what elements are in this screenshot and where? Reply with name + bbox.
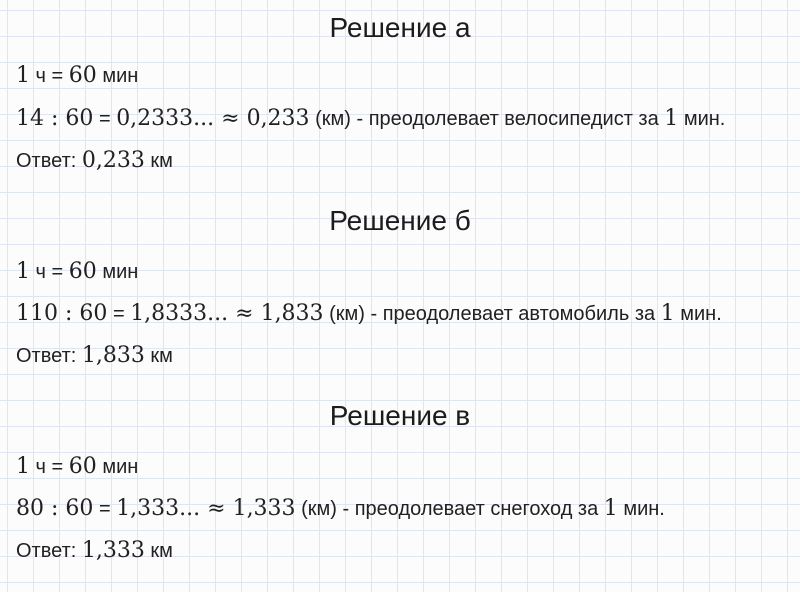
text-segment: км <box>144 345 173 367</box>
section-b-answer-line: Ответ: 1,833 км <box>16 342 173 372</box>
section-a-answer-line: Ответ: 0,233 км <box>16 147 173 177</box>
section-v-answer-line: Ответ: 1,333 км <box>16 537 173 567</box>
text-segment: км <box>144 150 173 172</box>
text-segment: ч = <box>30 456 69 478</box>
text-segment: мин <box>96 65 139 87</box>
text-segment: 80 : 60 <box>16 496 94 521</box>
text-segment: Ответ: <box>16 540 82 562</box>
text-segment: 0,2333... ≈ 0,233 <box>116 106 310 131</box>
text-segment: 1 <box>16 259 30 284</box>
text-segment: (км) - преодолевает снегоход за <box>295 498 604 520</box>
section-v-unit-line: 1 ч = 60 мин <box>16 453 138 483</box>
section-v-calc-line: 80 : 60 = 1,333... ≈ 1,333 (км) - преодо… <box>16 495 665 525</box>
text-segment: 14 : 60 <box>16 106 94 131</box>
text-segment: (км) - преодолевает автомобиль за <box>323 303 661 325</box>
text-segment: ч = <box>30 261 69 283</box>
text-segment: = <box>107 303 131 325</box>
text-segment: мин <box>96 456 139 478</box>
text-segment: 1 <box>664 106 679 131</box>
section-a-calc-line: 14 : 60 = 0,2333... ≈ 0,233 (км) - преод… <box>16 105 725 135</box>
text-segment: 1,333... ≈ 1,333 <box>116 496 296 521</box>
text-segment: 1 <box>603 496 618 521</box>
text-segment: 60 <box>68 454 97 479</box>
text-segment: 1 <box>660 301 675 326</box>
text-segment: Ответ: <box>16 150 82 172</box>
text-segment: мин <box>96 261 139 283</box>
text-segment: 1,8333... ≈ 1,833 <box>130 301 324 326</box>
text-segment: 110 : 60 <box>16 301 108 326</box>
text-segment: мин. <box>674 303 722 325</box>
text-segment: 1 <box>16 63 30 88</box>
section-a-title: Решение а <box>329 12 471 43</box>
section-b-title: Решение б <box>329 205 471 236</box>
text-segment: мин. <box>678 108 726 130</box>
section-v-title: Решение в <box>329 400 471 431</box>
text-segment: = <box>93 108 117 130</box>
text-segment: 0,233 <box>81 148 145 173</box>
section-b-calc-line: 110 : 60 = 1,8333... ≈ 1,833 (км) - прео… <box>16 300 722 330</box>
section-a-unit-line: 1 ч = 60 мин <box>16 62 138 92</box>
text-segment: 1,333 <box>81 538 145 563</box>
text-segment: ч = <box>30 65 69 87</box>
text-segment: (км) - преодолевает велосипедист за <box>309 108 665 130</box>
text-segment: мин. <box>617 498 665 520</box>
text-segment: = <box>93 498 117 520</box>
text-segment: км <box>144 540 173 562</box>
text-segment: 60 <box>68 259 97 284</box>
text-segment: 1 <box>16 454 30 479</box>
text-segment: Ответ: <box>16 345 82 367</box>
text-segment: 60 <box>68 63 97 88</box>
section-b-unit-line: 1 ч = 60 мин <box>16 258 138 288</box>
text-segment: 1,833 <box>81 343 145 368</box>
